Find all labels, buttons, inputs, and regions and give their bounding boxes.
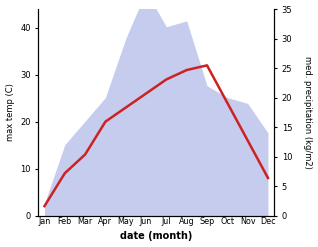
Y-axis label: med. precipitation (kg/m2): med. precipitation (kg/m2): [303, 56, 313, 169]
X-axis label: date (month): date (month): [120, 231, 192, 242]
Y-axis label: max temp (C): max temp (C): [5, 83, 15, 141]
